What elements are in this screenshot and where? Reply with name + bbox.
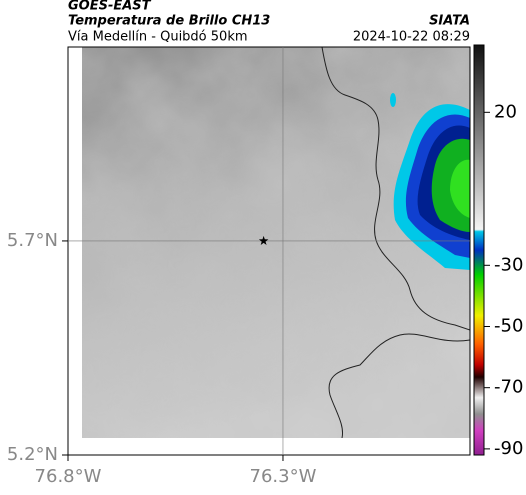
colorbar-tick-label: -90 [494, 438, 523, 459]
subtitle: Vía Medellín - Quibdó 50km [68, 30, 248, 45]
colorbar-tick-label: 20 [494, 101, 517, 122]
title: Temperatura de Brillo CH13 [68, 14, 270, 29]
y-tick-label: 5.2°N [7, 444, 58, 465]
x-tick-label: 76.3°W [250, 466, 317, 487]
y-tick-label: 5.7°N [7, 230, 58, 251]
location-marker [258, 235, 269, 245]
colorbar-tick-label: -30 [494, 254, 523, 275]
credit: SIATA [429, 14, 470, 29]
timestamp: 2024-10-22 08:29 [353, 30, 470, 45]
x-tick-label: 76.8°W [35, 466, 102, 487]
source: GOES-EAST [68, 0, 152, 14]
map-frame [67, 46, 471, 456]
satellite-image [82, 47, 470, 438]
colorbar [473, 44, 485, 456]
colorbar-tick-label: -50 [494, 315, 523, 336]
colorbar-tick-label: -70 [494, 377, 523, 398]
